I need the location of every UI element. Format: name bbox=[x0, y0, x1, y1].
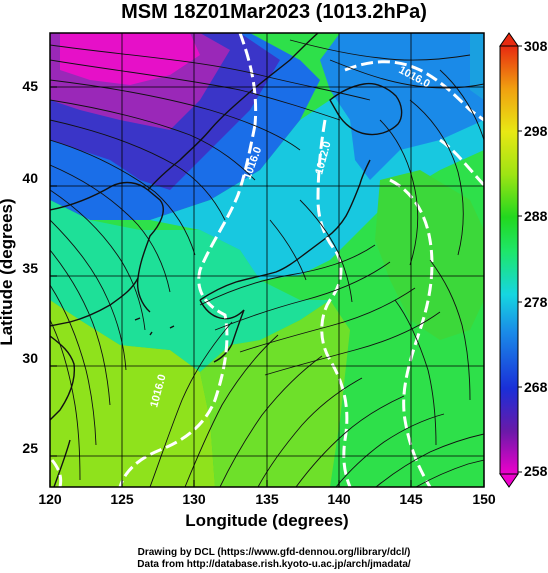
colorbar-lower-arrow bbox=[499, 473, 519, 488]
colorbar-strip bbox=[499, 45, 519, 475]
graticule bbox=[50, 33, 484, 487]
colorbar-tick-label: 308 bbox=[524, 38, 548, 54]
x-tick-label: 135 bbox=[255, 491, 279, 507]
y-tick-label: 30 bbox=[22, 350, 38, 366]
map-title: MSM 18Z01Mar2023 (1013.2hPa) bbox=[121, 1, 427, 23]
coastlines bbox=[50, 33, 403, 487]
colorbar bbox=[499, 32, 522, 488]
y-tick-label: 25 bbox=[22, 440, 38, 456]
colorbar-tick-label: 298 bbox=[524, 123, 548, 139]
colorbar-tick-label: 278 bbox=[524, 294, 548, 310]
colorbar-tick-label: 268 bbox=[524, 379, 548, 395]
colorbar-upper-arrow bbox=[499, 32, 519, 47]
credit-drawing: Drawing by DCL (https://www.gfd-dennou.o… bbox=[137, 547, 411, 558]
credit-data: Data from http://database.rish.kyoto-u.a… bbox=[137, 559, 411, 570]
y-axis-label: Latitude (degrees) bbox=[0, 198, 16, 346]
x-tick-label: 140 bbox=[327, 491, 351, 507]
isobars bbox=[50, 33, 484, 487]
x-tick-label: 125 bbox=[110, 491, 134, 507]
y-tick-label: 40 bbox=[22, 170, 38, 186]
x-axis-label: Longitude (degrees) bbox=[185, 511, 349, 530]
y-tick-label: 35 bbox=[22, 260, 38, 276]
x-tick-label: 130 bbox=[182, 491, 206, 507]
x-tick-label: 120 bbox=[38, 491, 62, 507]
x-tick-label: 145 bbox=[399, 491, 423, 507]
colorbar-tick-label: 258 bbox=[524, 463, 548, 479]
x-tick-label: 150 bbox=[472, 491, 496, 507]
y-tick-label: 45 bbox=[22, 78, 38, 94]
axis-ticks bbox=[49, 86, 485, 487]
colorbar-tick-label: 288 bbox=[524, 208, 548, 224]
